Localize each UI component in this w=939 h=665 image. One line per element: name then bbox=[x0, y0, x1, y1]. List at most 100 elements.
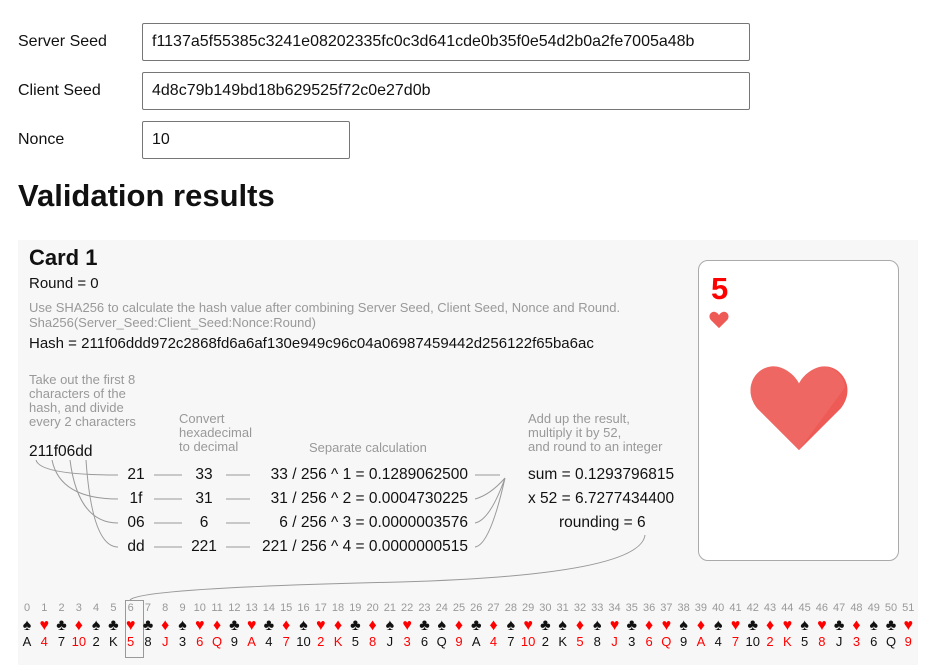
card-index: 28 bbox=[504, 602, 517, 614]
small-heart-icon bbox=[709, 311, 729, 329]
server-seed-label: Server Seed bbox=[18, 33, 107, 50]
heart-icon: ♥ bbox=[402, 617, 412, 634]
deck-card: 16 ♠ 10 bbox=[294, 600, 312, 650]
card-rank: 8 bbox=[818, 634, 826, 649]
card-rank: 9 bbox=[680, 634, 688, 649]
card-index: 37 bbox=[660, 602, 673, 614]
card-rank: 7 bbox=[282, 634, 290, 649]
spade-icon: ♠ bbox=[22, 617, 32, 634]
diamond-icon: ♦ bbox=[454, 617, 464, 634]
spade-icon: ♠ bbox=[385, 617, 395, 634]
card-index: 16 bbox=[297, 602, 310, 614]
deck-card: 6 ♥ 5 bbox=[122, 600, 140, 650]
hash-prefix: 211f06dd bbox=[29, 443, 93, 460]
heart-icon: ♥ bbox=[39, 617, 50, 634]
card-rank: 10 bbox=[520, 634, 536, 649]
card-index: 3 bbox=[75, 602, 82, 614]
deck-card: 32 ♦ 5 bbox=[571, 600, 589, 650]
club-icon: ♣ bbox=[350, 617, 361, 634]
card-rank: K bbox=[109, 634, 118, 649]
card-rank: 7 bbox=[507, 634, 515, 649]
deck-card: 29 ♥ 10 bbox=[519, 600, 537, 650]
card-rank: 6 bbox=[420, 634, 429, 649]
card-rank: K bbox=[558, 634, 567, 649]
decimal-value: 31 bbox=[195, 490, 213, 507]
card-index: 15 bbox=[280, 602, 293, 614]
card-index: 6 bbox=[127, 602, 134, 614]
card-index: 46 bbox=[815, 602, 828, 614]
card-rank: 9 bbox=[230, 634, 238, 649]
deck-card: 23 ♣ 6 bbox=[415, 600, 433, 650]
heart-icon: ♥ bbox=[125, 617, 136, 634]
deck-card: 20 ♦ 8 bbox=[364, 600, 382, 650]
heart-icon: ♥ bbox=[730, 617, 741, 634]
card-index: 36 bbox=[642, 602, 656, 614]
card-index: 18 bbox=[331, 602, 345, 614]
heart-icon: ♥ bbox=[782, 617, 793, 634]
card-index: 47 bbox=[833, 602, 846, 614]
spade-icon: ♠ bbox=[679, 617, 688, 634]
card-rank: 4 bbox=[265, 634, 273, 649]
card-index: 34 bbox=[608, 602, 621, 614]
card-rank: Q bbox=[885, 634, 897, 649]
card-index: 8 bbox=[162, 602, 169, 614]
deck-card: 9 ♠ 3 bbox=[174, 600, 192, 650]
nonce-label: Nonce bbox=[18, 131, 65, 148]
card-rank: 6 bbox=[196, 634, 204, 649]
spade-icon: ♠ bbox=[437, 617, 446, 634]
card-index: 32 bbox=[573, 602, 587, 614]
club-icon: ♣ bbox=[885, 617, 897, 634]
deck-card: 49 ♠ 6 bbox=[865, 600, 883, 650]
card-rank: 10 bbox=[296, 634, 311, 649]
calculation: 6 / 256 ^ 3 = 0.0000003576 bbox=[279, 514, 468, 531]
deck-card: 27 ♦ 4 bbox=[485, 600, 503, 650]
deck-card: 40 ♠ 4 bbox=[709, 600, 727, 650]
deck-card: 13 ♥ A bbox=[243, 600, 261, 650]
card-rank: 3 bbox=[403, 634, 411, 649]
card-rank: 6 bbox=[870, 634, 878, 649]
hex-pair: 21 bbox=[127, 466, 145, 483]
deck-card: 43 ♦ 2 bbox=[761, 600, 779, 650]
step3-text: Separate calculation bbox=[309, 440, 427, 455]
card-index: 5 bbox=[110, 602, 117, 614]
calculation: 33 / 256 ^ 1 = 0.1289062500 bbox=[270, 466, 468, 483]
card-rank: A bbox=[696, 634, 706, 649]
card-rank: 5 bbox=[800, 634, 809, 649]
club-icon: ♣ bbox=[142, 617, 154, 634]
rounding-value: rounding = 6 bbox=[559, 514, 646, 531]
deck-card: 42 ♣ 10 bbox=[744, 600, 762, 650]
card-rank: A bbox=[471, 634, 481, 649]
card-index: 11 bbox=[211, 602, 223, 614]
server-seed-input[interactable] bbox=[142, 23, 750, 61]
spade-icon: ♠ bbox=[506, 617, 516, 634]
deck-card: 5 ♣ K bbox=[104, 600, 122, 650]
deck-card: 28 ♠ 7 bbox=[502, 600, 520, 650]
client-seed-label: Client Seed bbox=[18, 82, 101, 99]
card-rank: K bbox=[782, 634, 792, 649]
card-index: 33 bbox=[591, 602, 604, 614]
diamond-icon: ♦ bbox=[644, 617, 654, 634]
deck-card: 1 ♥ 4 bbox=[35, 600, 53, 650]
deck-card: 45 ♠ 5 bbox=[796, 600, 814, 650]
nonce-input[interactable] bbox=[142, 121, 350, 159]
client-seed-input[interactable] bbox=[142, 72, 750, 110]
card-index: 45 bbox=[798, 602, 811, 614]
card-index: 1 bbox=[41, 602, 48, 614]
card-rank: J bbox=[835, 634, 843, 649]
deck-card: 30 ♣ 2 bbox=[536, 600, 554, 650]
card-rank: 3 bbox=[628, 634, 636, 649]
decimal-value: 6 bbox=[199, 514, 209, 531]
card-index: 29 bbox=[521, 602, 535, 614]
card-index: 7 bbox=[144, 602, 152, 614]
card-index: 25 bbox=[452, 602, 466, 614]
card-rank: 2 bbox=[766, 634, 774, 649]
card-rank: 10 bbox=[71, 634, 87, 649]
card-index: 31 bbox=[556, 602, 569, 614]
step4-text: Add up the result, multiply it by 52, and … bbox=[528, 411, 663, 454]
calculation: 31 / 256 ^ 2 = 0.0004730225 bbox=[270, 490, 468, 507]
card-rank: J bbox=[161, 634, 169, 649]
card-index: 39 bbox=[694, 602, 708, 614]
deck-card: 35 ♣ 3 bbox=[623, 600, 641, 650]
club-icon: ♣ bbox=[626, 617, 638, 634]
hex-pair: 06 bbox=[127, 514, 145, 531]
